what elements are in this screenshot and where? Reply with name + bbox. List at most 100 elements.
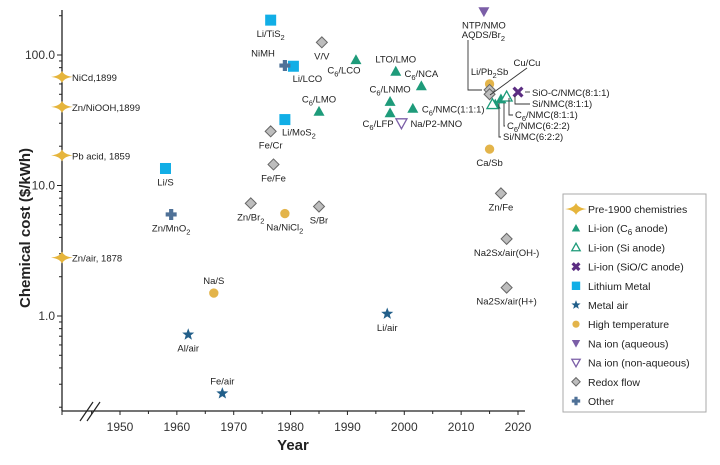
legend-marker-circle bbox=[572, 320, 580, 328]
x-tick-label: 2020 bbox=[505, 420, 532, 434]
point-label: Li/LCO bbox=[293, 74, 323, 85]
marker-x bbox=[512, 86, 524, 98]
legend-label: Other bbox=[588, 396, 615, 408]
data-point bbox=[500, 281, 513, 294]
legend-item-c6: Li-ion (C6 anode) bbox=[571, 223, 668, 237]
point-label: C6/LMO bbox=[302, 94, 336, 107]
point-label: Zn/Br2 bbox=[237, 212, 264, 225]
point-label: Zn/MnO2 bbox=[152, 223, 190, 236]
data-point bbox=[500, 232, 513, 246]
label-text: Zn/Br bbox=[237, 212, 260, 223]
point-label: C6/LCO bbox=[327, 66, 360, 79]
marker-plus bbox=[279, 60, 291, 72]
marker-triangle-up-open bbox=[485, 97, 500, 110]
point-label: Ca/Sb bbox=[476, 158, 502, 169]
label-subscript: 6 bbox=[369, 123, 373, 132]
legend-marker-triangle-up-open bbox=[570, 241, 582, 252]
label-text: Sb bbox=[497, 67, 509, 78]
label-text: C bbox=[404, 69, 411, 80]
marker-diamond bbox=[267, 158, 280, 171]
point-label: C6/NMC(8:1:1) bbox=[515, 110, 578, 123]
x-tick-label: 1980 bbox=[277, 420, 304, 434]
marker-triangle-up bbox=[384, 96, 396, 106]
data-point bbox=[512, 86, 524, 98]
point-label: NiMH bbox=[251, 49, 275, 60]
data-point bbox=[415, 80, 427, 91]
marker-pre-diamond bbox=[51, 251, 73, 264]
label-text: C bbox=[370, 85, 377, 96]
point-label: Na/S bbox=[203, 276, 224, 287]
label-text: AQDS/Br bbox=[462, 30, 501, 41]
label-text: C bbox=[327, 66, 334, 77]
label-text: C bbox=[302, 94, 309, 105]
marker-triangle-up bbox=[350, 54, 362, 65]
data-point bbox=[51, 251, 73, 264]
data-point bbox=[279, 60, 291, 72]
marker-triangle-down bbox=[478, 7, 490, 18]
callout-line bbox=[498, 103, 501, 138]
label-subscript: 6 bbox=[334, 70, 338, 79]
point-label: Na2Sx/air(OH-) bbox=[474, 248, 539, 259]
label-text: Li/Pb bbox=[471, 67, 493, 78]
marker-diamond bbox=[494, 187, 508, 200]
data-point bbox=[500, 89, 514, 102]
label-text: Li/TiS bbox=[257, 29, 281, 40]
label-subscript: 6 bbox=[376, 89, 380, 98]
label-subscript: 6 bbox=[411, 73, 415, 82]
marker-circle bbox=[209, 288, 219, 298]
marker-square bbox=[287, 60, 299, 72]
data-point bbox=[394, 118, 409, 131]
point-label: Li/MoS2 bbox=[282, 128, 316, 141]
legend-box bbox=[562, 193, 707, 413]
legend-subscript: 6 bbox=[628, 228, 633, 237]
data-point bbox=[182, 328, 195, 340]
marker-triangle-up-open bbox=[500, 89, 514, 102]
y-tick-label: 100.0 bbox=[25, 48, 55, 62]
label-text: /LFP bbox=[374, 119, 394, 130]
marker-diamond bbox=[500, 232, 513, 246]
x-axis-label: Year bbox=[277, 437, 309, 454]
marker-diamond bbox=[500, 281, 513, 294]
data-point bbox=[51, 149, 73, 162]
marker-star bbox=[216, 387, 229, 399]
point-label: Zn/NiOOH,1899 bbox=[72, 103, 140, 114]
marker-diamond bbox=[244, 197, 257, 210]
label-text: /NMC(1:1:1) bbox=[433, 104, 485, 115]
marker-pre-diamond bbox=[51, 70, 73, 83]
label-subscript: 2 bbox=[299, 227, 303, 236]
y-tick-label: 10.0 bbox=[32, 179, 56, 193]
point-label: C6/LNMO bbox=[370, 85, 411, 98]
y-tick-label: 1.0 bbox=[38, 309, 55, 323]
marker-star bbox=[381, 307, 394, 319]
x-tick-label: 1950 bbox=[107, 420, 134, 434]
point-label: Si/NMC(8:1:1) bbox=[532, 99, 592, 110]
label-text: C bbox=[363, 119, 370, 130]
legend-marker-triangle-down-open bbox=[570, 358, 582, 369]
data-point bbox=[390, 65, 402, 76]
legend-text: anode) bbox=[632, 223, 668, 235]
legend-item-naaq: Na ion (aqueous) bbox=[571, 338, 669, 350]
marker-square bbox=[159, 162, 171, 174]
callout-line bbox=[508, 98, 513, 116]
legend-text: Li-ion (C bbox=[588, 223, 628, 235]
legend-marker-plus bbox=[571, 396, 581, 406]
marker-pre-diamond bbox=[51, 100, 73, 113]
legend-item-hightemp: High temperature bbox=[572, 319, 669, 331]
label-subscript: 2 bbox=[281, 33, 285, 42]
point-label: Pb acid, 1859 bbox=[72, 151, 130, 162]
data-point bbox=[384, 107, 396, 118]
marker-triangle-up bbox=[390, 65, 402, 76]
data-point bbox=[494, 187, 508, 200]
data-point bbox=[280, 208, 290, 219]
data-point bbox=[279, 114, 291, 126]
label-subscript: 2 bbox=[186, 227, 190, 236]
label-subscript: 2 bbox=[312, 132, 316, 141]
marker-diamond bbox=[264, 125, 277, 138]
point-label: Na/P2-MNO bbox=[410, 119, 462, 130]
x-tick-label: 1990 bbox=[334, 420, 361, 434]
legend-label: Li-ion (SiO/C anode) bbox=[588, 262, 684, 274]
data-point bbox=[407, 102, 419, 113]
legend-label: Pre-1900 chemistries bbox=[588, 204, 687, 216]
legend-label: Li-ion (C6 anode) bbox=[588, 223, 668, 237]
legend-label: High temperature bbox=[588, 319, 669, 331]
